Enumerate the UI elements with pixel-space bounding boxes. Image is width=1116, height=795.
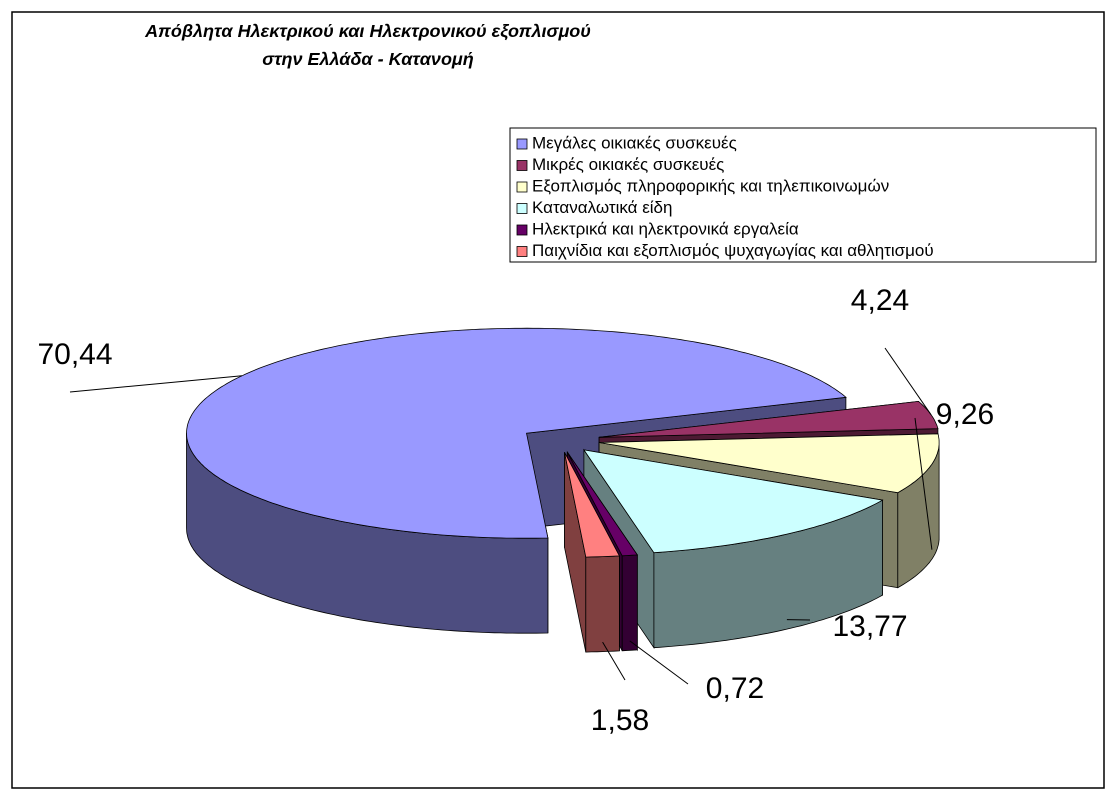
data-label: 1,58 — [591, 704, 649, 737]
legend-label: Ηλεκτρικά και ηλεκτρονικά εργαλεία — [532, 219, 799, 238]
legend-label: Παιχνίδια και εξοπλισμός ψυχαγωγίας και … — [532, 241, 934, 260]
data-label: 70,44 — [37, 338, 112, 371]
data-label: 4,24 — [851, 284, 909, 317]
legend-swatch — [517, 204, 527, 214]
data-label: 13,77 — [832, 610, 907, 643]
legend-swatch — [517, 247, 527, 257]
legend-label: Μεγάλες οικιακές συσκευές — [532, 133, 737, 152]
legend-swatch — [517, 182, 527, 192]
data-label: 0,72 — [706, 672, 764, 705]
slice-wall — [622, 555, 637, 651]
chart-title: στην Ελλάδα - Κατανομή — [262, 49, 474, 69]
legend-swatch — [517, 161, 527, 171]
legend-label: Μικρές οικιακές συσκευές — [532, 155, 724, 174]
legend-label: Καταναλωτικά είδη — [532, 198, 672, 217]
legend-label: Εξοπλισμός πληροφορικής και τηλεπικοινωμ… — [532, 176, 889, 195]
legend-swatch — [517, 139, 527, 149]
legend-swatch — [517, 225, 527, 235]
chart-title: Απόβλητα Ηλεκτρικού και Ηλεκτρονικού εξο… — [144, 21, 591, 42]
slice-wall — [586, 556, 620, 652]
data-label: 9,26 — [936, 398, 994, 431]
